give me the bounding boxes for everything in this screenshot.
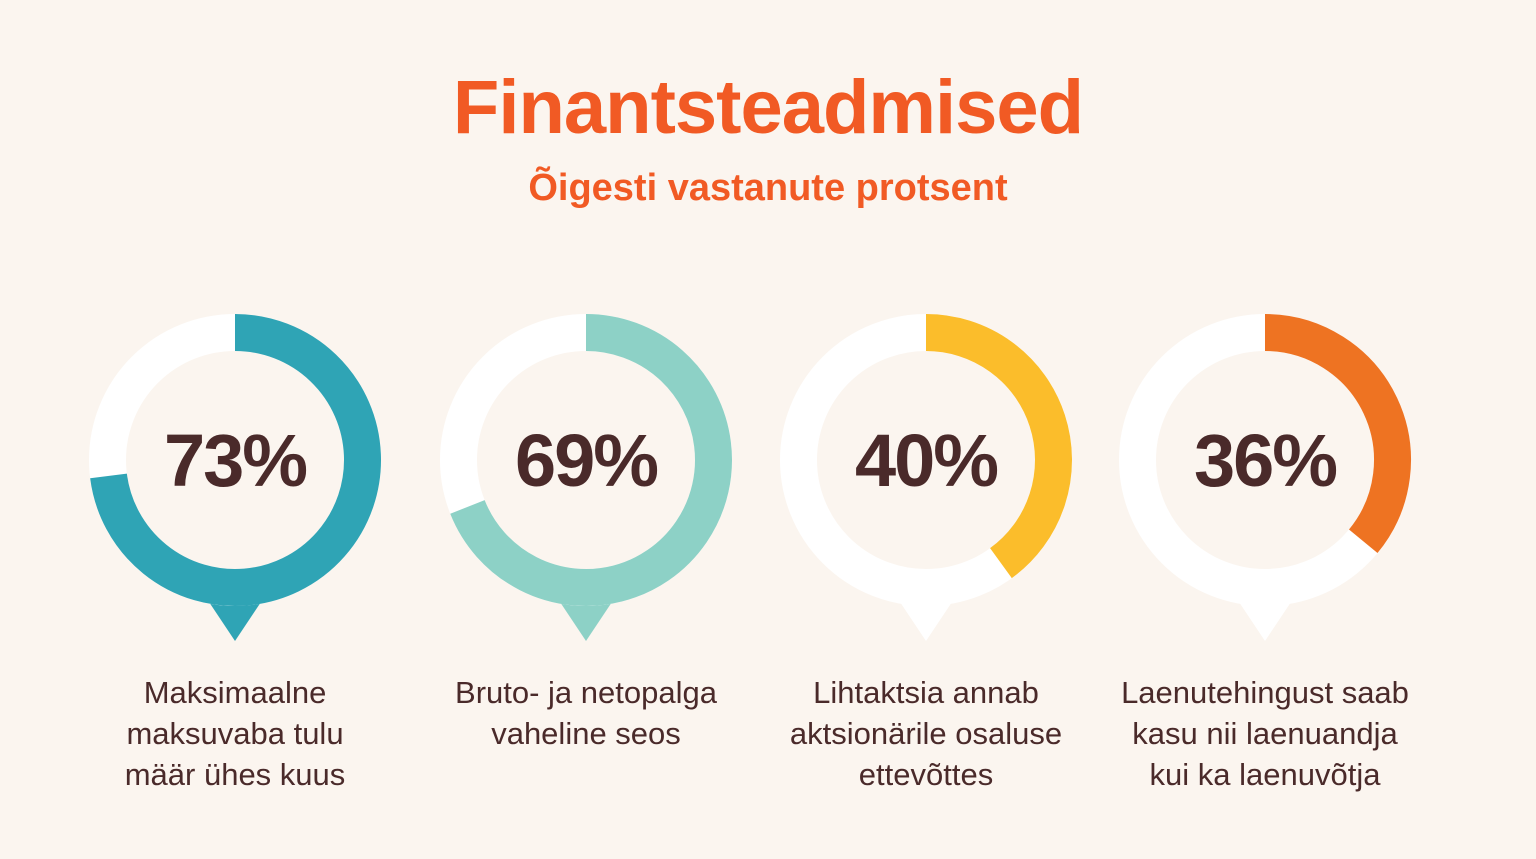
donut-caption: Maksimaalne maksuvaba tulu määr ühes kuu… bbox=[124, 675, 346, 792]
donut-value-arc bbox=[450, 314, 732, 606]
donut-pointer bbox=[1235, 596, 1295, 641]
donut-percent-label: 69% bbox=[515, 419, 657, 502]
donut-percent-label: 36% bbox=[1194, 419, 1336, 502]
donut-pointer bbox=[556, 596, 616, 641]
donut-caption: Bruto- ja netopalga vaheline seos bbox=[455, 675, 717, 751]
donut-pointer bbox=[205, 596, 265, 641]
donut-percent-label: 73% bbox=[164, 419, 306, 502]
donut-percent-label: 40% bbox=[855, 419, 997, 502]
donut-caption: Lihtaktsia annab aktsionärile osaluse et… bbox=[789, 675, 1063, 792]
page-subtitle: Õigesti vastanute protsent bbox=[528, 167, 1008, 209]
donut-4: 36% bbox=[1119, 314, 1411, 641]
donut-value-arc bbox=[1264, 314, 1411, 554]
donut-value-arc bbox=[90, 314, 381, 606]
donut-1: 73% bbox=[89, 314, 381, 641]
donut-3: 40% bbox=[780, 314, 1072, 641]
donut-2: 69% bbox=[440, 314, 732, 641]
donut-caption: Laenutehingust saab kasu nii laenuandja … bbox=[1121, 675, 1409, 792]
page-title: Finantsteadmised bbox=[452, 65, 1084, 150]
donut-value-arc bbox=[925, 314, 1072, 579]
donut-pointer bbox=[896, 596, 956, 641]
